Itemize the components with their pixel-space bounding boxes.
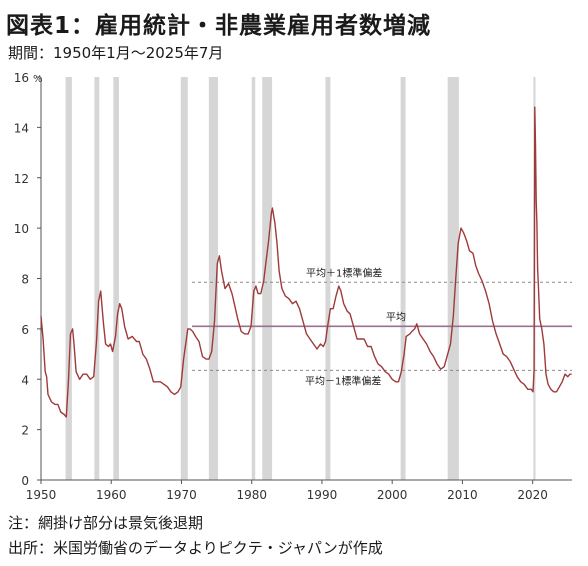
y-tick-label: 0: [21, 474, 29, 488]
x-tick-label: 1990: [307, 488, 338, 502]
reference-label-2: 平均－1標準偏差: [305, 374, 381, 387]
series-line-0: [40, 106, 572, 418]
recession-band-1: [94, 77, 100, 480]
recession-bands: [65, 77, 536, 480]
shading-note: 注：網掛け部分は景気後退期: [8, 514, 204, 532]
y-tick-label: 12: [14, 172, 29, 186]
y-tick-label: 4: [21, 373, 29, 387]
chart-title: 図表1：雇用統計・非農業雇用者数増減: [6, 13, 432, 39]
recession-band-4: [208, 77, 218, 480]
x-tick-label: 1970: [166, 488, 197, 502]
series: [40, 106, 572, 418]
reference-label-1: 平均: [386, 311, 406, 323]
recession-band-9: [447, 77, 459, 480]
unemployment-chart: 0 2 4 6 8 10 12 14 16 % 1950 1960 1970 1980 1990 2000 20…: [14, 71, 572, 502]
recession-band-8: [400, 77, 406, 480]
y-tick-label: 10: [14, 222, 29, 236]
x-tick-label: 2020: [517, 488, 548, 502]
x-tick-label: 1950: [26, 488, 57, 502]
y-tick-label: 2: [21, 424, 29, 438]
source-note: 出所：米国労働省のデータよりピクテ・ジャパンが作成: [8, 539, 383, 557]
recession-band-2: [113, 77, 119, 480]
reference-label-0: 平均＋1標準偏差: [306, 266, 382, 279]
recession-band-3: [180, 77, 188, 480]
y-unit-label: %: [33, 74, 43, 85]
x-tick-label: 1960: [96, 488, 127, 502]
y-tick-label: 8: [21, 273, 29, 287]
recession-band-5: [251, 77, 256, 480]
recession-band-6: [262, 77, 273, 480]
x-tick-label: 2000: [377, 488, 408, 502]
recession-band-7: [325, 77, 331, 480]
x-tick-label: 2010: [447, 488, 478, 502]
y-tick-label: 6: [21, 323, 29, 337]
axes: 0 2 4 6 8 10 12 14 16 % 1950 1960 1970 1980 1990 2000 20…: [14, 71, 572, 502]
y-tick-label: 16: [14, 71, 29, 85]
x-tick-label: 1980: [236, 488, 267, 502]
reference-lines: [192, 281, 572, 371]
chart-period: 期間：1950年1月～2025年7月: [8, 44, 224, 62]
recession-band-0: [65, 77, 72, 480]
y-tick-label: 14: [14, 121, 29, 135]
